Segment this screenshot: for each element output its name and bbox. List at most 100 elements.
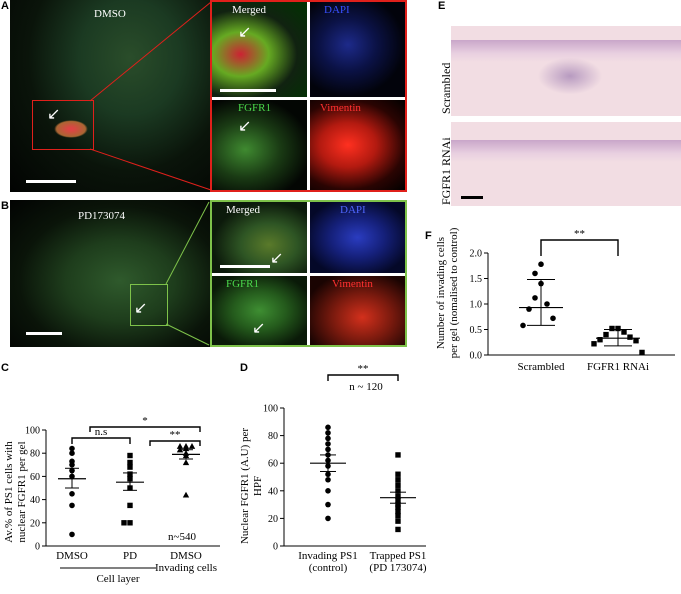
panel-a-zoom-frame: Merged ↙ DAPI FGFR1 ↙ Vimentin [210, 0, 407, 192]
panel-a-main-image: DMSO ↙ [10, 0, 210, 192]
panel-d-letter: D [240, 362, 248, 374]
data-point [121, 520, 127, 526]
x-category-label: Trapped PS1 [370, 550, 427, 562]
y-tick-label: 2.0 [470, 249, 483, 260]
data-point [395, 518, 401, 524]
zoom-box [32, 100, 94, 150]
data-point [69, 502, 75, 509]
x-category-label: PD [123, 550, 137, 562]
data-point [127, 459, 133, 466]
data-point [621, 329, 627, 335]
y-tick-label: 40 [268, 486, 278, 497]
panel-b-zoom-frame: Merged ↙ DAPI FGFR1 ↙ Vimentin [210, 200, 407, 347]
y-tick-label: 60 [30, 472, 40, 483]
data-point [395, 508, 401, 515]
y-tick-label: 20 [30, 518, 40, 529]
x-category-label: FGFR1 RNAi [587, 361, 649, 373]
data-point [127, 520, 133, 526]
scale-bar [220, 89, 276, 92]
panel-a-merged-image: Merged ↙ [212, 2, 307, 97]
data-point [127, 502, 133, 509]
panel-c-chart: Av.% of PS1 cells with nuclear FGFR1 per… [3, 415, 220, 585]
panel-e-label-scrambled: Scrambled [439, 62, 453, 114]
data-point [69, 491, 75, 497]
significance-bracket [540, 239, 619, 256]
data-point [597, 337, 603, 343]
arrow-icon: ↙ [134, 300, 148, 317]
panel-f-ylabel-1: Number of invading cells [435, 237, 447, 349]
panel-b-merged-image: Merged ↙ [212, 202, 307, 273]
panel-a-vimentin-image: Vimentin [310, 100, 405, 190]
x-category-label: DMSO [56, 550, 88, 562]
data-point [609, 325, 615, 332]
panel-b-fgfr1-image: FGFR1 ↙ [212, 276, 307, 345]
data-point [127, 452, 133, 459]
panel-a-label: DMSO [94, 8, 126, 20]
scale-bar [461, 196, 483, 199]
data-point [325, 446, 331, 453]
significance-label: ** [574, 228, 585, 240]
panel-e-scrambled-image [451, 26, 681, 116]
data-point [615, 325, 621, 332]
data-point [395, 501, 401, 508]
data-point [188, 443, 196, 449]
y-tick-label: 80 [30, 449, 40, 460]
arrow-icon: ↙ [252, 320, 266, 337]
zoom-box [130, 284, 168, 326]
data-point [532, 295, 538, 301]
panel-e-letter: E [438, 0, 446, 12]
data-point [544, 301, 550, 307]
data-point [395, 471, 401, 477]
data-point [325, 424, 331, 431]
y-tick-label: 40 [30, 495, 40, 506]
panel-b-label: PD173074 [78, 210, 126, 222]
y-tick-label: 0.0 [470, 351, 483, 362]
data-point [325, 471, 331, 478]
significance-bracket [89, 426, 201, 432]
panel-c-letter: C [1, 362, 9, 374]
data-point [325, 441, 331, 447]
y-tick-label: 1.5 [470, 274, 483, 285]
panel-f-letter: F [425, 230, 432, 242]
y-tick-label: 100 [263, 404, 278, 415]
x-category-label: DMSO [170, 550, 202, 562]
data-point [395, 512, 401, 519]
data-point [69, 462, 75, 468]
data-point [395, 477, 401, 483]
y-tick-label: 100 [25, 426, 40, 437]
panel-b-main-image: PD173074 ↙ [10, 200, 210, 347]
data-point [127, 464, 133, 470]
panel-e-rnai-image [451, 122, 681, 206]
data-point [176, 443, 184, 449]
data-point [395, 504, 401, 511]
panel-f-ylabel-2: per gel (nomalised to control) [448, 227, 460, 358]
data-point [325, 430, 331, 436]
x-category-label: (control) [309, 562, 348, 574]
panel-d-ylabel-2: HPF [252, 476, 264, 496]
data-point [69, 531, 75, 538]
panel-c-group-label: Cell layer [96, 573, 139, 585]
panel-d-ylabel-1: Nuclear FGFR1 (A.U) per [239, 428, 251, 544]
y-tick-label: 60 [268, 459, 278, 470]
data-point [395, 488, 401, 494]
significance-bracket [149, 440, 201, 446]
data-point [603, 331, 609, 338]
panel-b-letter: B [1, 200, 9, 212]
panel-a-fgfr1-image: FGFR1 ↙ [212, 100, 307, 190]
data-point [633, 338, 639, 344]
data-point [69, 450, 75, 456]
data-point [325, 435, 331, 442]
y-tick-label: 1.0 [470, 300, 483, 311]
data-point [538, 261, 544, 268]
significance-label: * [142, 415, 148, 427]
arrow-icon: ↙ [270, 250, 284, 267]
panel-d-chart: Nuclear FGFR1 (A.U) per HPF n ~ 120 0 20 4… [239, 363, 427, 574]
y-tick-label: 20 [268, 514, 278, 525]
panel-e-label-rnai: FGFR1 RNAi [439, 137, 453, 205]
arrow-icon: ↙ [238, 24, 252, 41]
x-category-label: Scrambled [517, 361, 565, 373]
arrow-icon: ↙ [238, 118, 252, 135]
panel-c-annotation: n~540 [168, 531, 196, 543]
x-category-sublabel: Invading cells [155, 562, 217, 574]
panel-a-dapi-image: DAPI [310, 2, 405, 97]
